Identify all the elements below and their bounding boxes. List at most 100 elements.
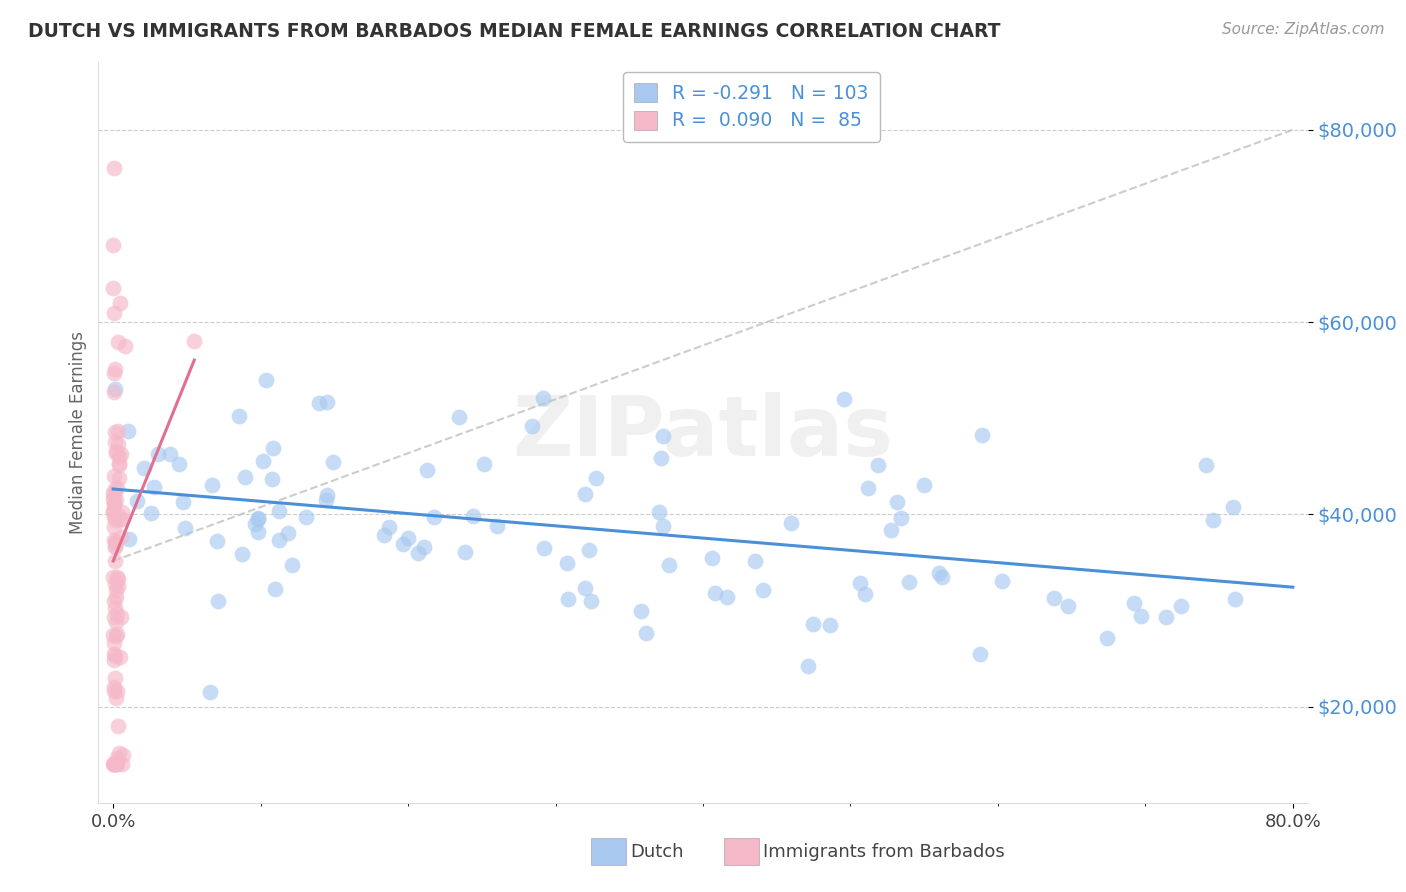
Point xyxy=(818,618,841,632)
Point xyxy=(1195,458,1218,472)
Point xyxy=(107,458,129,473)
Text: Source: ZipAtlas.com: Source: ZipAtlas.com xyxy=(1222,22,1385,37)
Point xyxy=(114,339,136,353)
Point xyxy=(104,482,127,496)
Point xyxy=(315,492,337,507)
Point xyxy=(104,649,127,664)
Point xyxy=(579,594,602,608)
Point xyxy=(104,757,127,772)
Point xyxy=(103,238,125,252)
Point xyxy=(110,609,132,624)
Point xyxy=(107,424,129,438)
Point xyxy=(104,576,127,591)
Point xyxy=(267,504,290,518)
Point xyxy=(228,409,250,423)
Point xyxy=(105,615,128,629)
Point xyxy=(260,472,283,486)
Text: DUTCH VS IMMIGRANTS FROM BARBADOS MEDIAN FEMALE EARNINGS CORRELATION CHART: DUTCH VS IMMIGRANTS FROM BARBADOS MEDIAN… xyxy=(28,22,1001,41)
Point xyxy=(174,521,197,535)
Point xyxy=(991,574,1014,588)
Point xyxy=(779,516,801,531)
Point xyxy=(485,518,508,533)
Point xyxy=(104,582,127,597)
Point xyxy=(103,647,125,661)
Point xyxy=(415,463,437,477)
Point xyxy=(105,444,128,458)
Point xyxy=(648,505,671,519)
Point xyxy=(1154,610,1177,624)
Point xyxy=(103,636,125,650)
Point xyxy=(105,570,128,584)
Point xyxy=(104,435,127,450)
Point xyxy=(247,510,270,524)
Point xyxy=(103,492,125,507)
Point xyxy=(104,539,127,553)
Point xyxy=(103,757,125,772)
Point xyxy=(110,530,132,544)
Point xyxy=(868,458,890,473)
Point xyxy=(103,519,125,533)
Point xyxy=(531,391,554,405)
Point xyxy=(107,719,129,733)
Point xyxy=(103,488,125,502)
Point xyxy=(447,409,470,424)
Point xyxy=(103,504,125,518)
Point xyxy=(103,757,125,772)
Point xyxy=(373,528,395,542)
Point xyxy=(200,685,222,699)
Point xyxy=(103,757,125,772)
Point xyxy=(652,518,675,533)
Point xyxy=(104,554,127,568)
Point xyxy=(315,488,337,502)
Point xyxy=(378,520,401,534)
Point xyxy=(183,334,205,349)
Point xyxy=(103,610,125,624)
Point xyxy=(1043,591,1066,605)
Point xyxy=(555,556,578,570)
Point xyxy=(263,582,285,596)
Point xyxy=(139,506,162,520)
Point xyxy=(574,486,596,500)
Point xyxy=(295,510,318,524)
Point xyxy=(578,543,600,558)
Point xyxy=(252,454,274,468)
Point xyxy=(557,592,579,607)
Point xyxy=(142,480,165,494)
Point xyxy=(104,362,127,376)
Point xyxy=(928,566,950,581)
Point xyxy=(103,570,125,584)
Point xyxy=(205,534,228,549)
Point xyxy=(104,540,127,554)
Point xyxy=(110,512,132,526)
Point xyxy=(108,295,131,310)
Point xyxy=(104,591,127,605)
Point xyxy=(103,485,125,500)
Point xyxy=(897,574,920,589)
Point xyxy=(472,457,495,471)
Point xyxy=(533,541,555,556)
Point xyxy=(1225,591,1247,606)
Point xyxy=(103,681,125,695)
Point xyxy=(969,647,991,661)
Point xyxy=(931,570,953,584)
Point xyxy=(103,628,125,642)
Point xyxy=(406,546,429,560)
Text: Dutch: Dutch xyxy=(630,843,683,861)
Point xyxy=(396,531,419,545)
Point xyxy=(108,470,131,484)
Point xyxy=(1130,608,1153,623)
Point xyxy=(104,535,127,549)
Point xyxy=(245,516,267,531)
Point xyxy=(103,505,125,519)
Point xyxy=(1222,500,1244,514)
Point xyxy=(322,455,344,469)
Point xyxy=(103,281,125,295)
Point xyxy=(744,554,766,568)
Point xyxy=(890,511,912,525)
Point xyxy=(104,672,127,686)
Point xyxy=(105,481,128,495)
Point xyxy=(630,604,652,618)
Point xyxy=(315,394,337,409)
Point xyxy=(658,558,681,572)
Point xyxy=(233,470,256,484)
